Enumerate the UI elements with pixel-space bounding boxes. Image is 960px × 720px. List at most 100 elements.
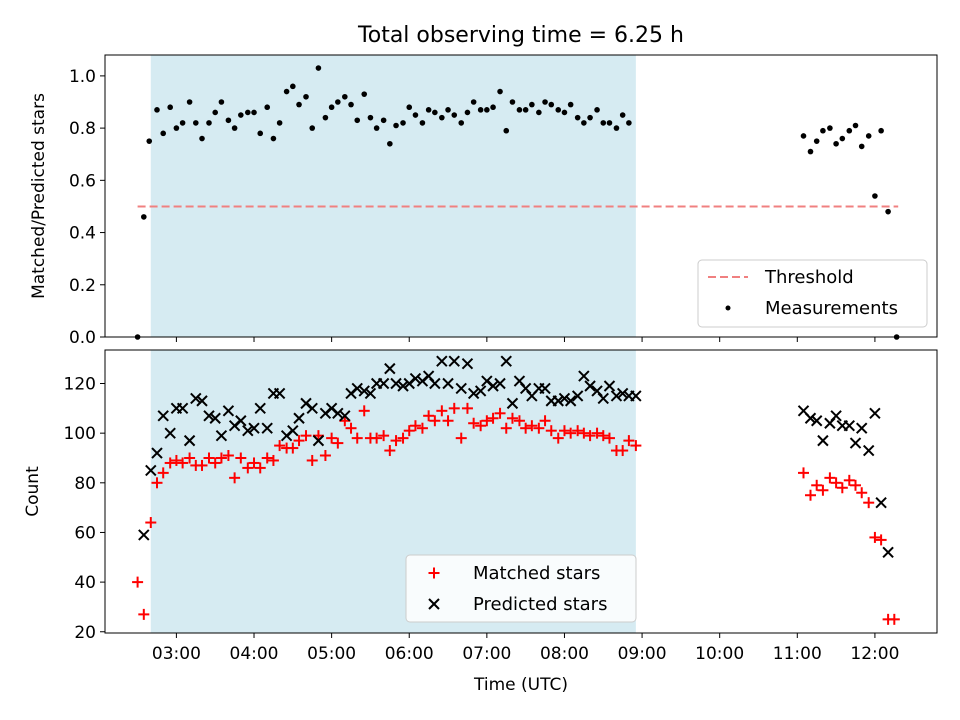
measurement-point xyxy=(160,130,167,137)
matched-star-point xyxy=(319,450,331,462)
predicted-star-point xyxy=(164,427,176,439)
matched-star-point xyxy=(300,430,312,442)
count-y-tick-label: 40 xyxy=(74,573,96,593)
matched-star-point xyxy=(248,457,260,469)
matched-star-point xyxy=(448,402,460,414)
ratio-y-tick-label: 0.0 xyxy=(69,328,96,348)
measurement-point xyxy=(303,93,309,100)
predicted-star-point xyxy=(875,496,887,509)
matched-star-point xyxy=(830,477,842,489)
measurement-point xyxy=(199,135,205,142)
predicted-star-point xyxy=(467,387,480,400)
predicted-star-point xyxy=(157,410,169,422)
predicted-star-point xyxy=(558,392,571,405)
matched-star-point xyxy=(856,487,868,499)
predicted-star-point xyxy=(209,412,221,424)
ratio-y-tick-label: 0.6 xyxy=(69,171,96,191)
matched-star-point xyxy=(584,430,596,442)
predicted-star-point xyxy=(500,355,512,367)
predicted-star-point xyxy=(261,422,273,434)
count-y-tick-label: 120 xyxy=(64,375,96,395)
matched-star-point xyxy=(455,432,467,444)
count-x-tick-label: 04:00 xyxy=(230,644,279,664)
measurement-point xyxy=(548,101,555,108)
measurement-point xyxy=(587,114,593,121)
predicted-star-point xyxy=(461,357,474,370)
count-legend-box xyxy=(405,554,637,623)
ratio-legend: Threshold Measurements xyxy=(697,259,928,328)
matched-star-point xyxy=(164,457,176,469)
matched-star-point xyxy=(332,437,344,449)
measurement-point xyxy=(276,120,283,126)
measurement-point xyxy=(264,104,271,111)
matched-star-point xyxy=(203,452,215,464)
measurement-point xyxy=(865,133,872,139)
measurement-point xyxy=(315,65,322,71)
measurement-point xyxy=(322,114,329,121)
matched-star-point xyxy=(836,482,848,494)
measurement-point xyxy=(833,140,839,147)
measurement-point xyxy=(212,109,219,116)
predicted-star-point xyxy=(176,402,189,415)
ratio-panel: 0.0 0.2 0.4 0.6 0.8 1.0 Total observing time … xyxy=(29,23,938,348)
measurement-point xyxy=(146,138,153,144)
predicted-star-point xyxy=(351,382,363,395)
measurement-point xyxy=(342,93,348,100)
matched-star-point xyxy=(494,407,506,419)
matched-star-point xyxy=(798,467,810,479)
measurement-point xyxy=(878,127,884,134)
matched-star-point xyxy=(468,417,480,429)
measurement-point xyxy=(839,135,846,142)
predicted-star-point xyxy=(377,377,390,390)
predicted-star-point xyxy=(384,362,396,375)
measurement-point xyxy=(529,101,535,108)
predicted-star-point xyxy=(287,424,299,437)
matched-star-point xyxy=(267,454,279,466)
measurement-point xyxy=(141,214,147,220)
count-legend: Matched stars Predicted stars xyxy=(405,554,637,623)
measurement-point xyxy=(328,104,335,111)
predicted-star-point xyxy=(306,402,318,415)
matched-star-point xyxy=(572,425,584,437)
matched-star-point xyxy=(345,422,357,434)
matched-star-point xyxy=(151,477,163,489)
matched-star-point xyxy=(145,517,157,529)
predicted-star-point xyxy=(273,387,286,400)
count-x-tick-label: 06:00 xyxy=(385,644,434,664)
matched-star-point xyxy=(423,410,435,422)
predicted-stars-points xyxy=(138,355,894,559)
legend-matched-label: Matched stars xyxy=(473,563,600,584)
matched-star-point xyxy=(552,432,564,444)
measurement-points xyxy=(134,65,900,340)
measurement-point xyxy=(536,109,542,116)
count-y-tick-label: 60 xyxy=(74,523,96,543)
ratio-y-tick-label: 0.2 xyxy=(69,276,96,296)
measurement-point xyxy=(626,120,632,126)
measurement-point xyxy=(257,130,264,137)
matched-star-point xyxy=(378,430,390,442)
matched-star-point xyxy=(533,422,545,434)
predicted-star-point xyxy=(597,392,609,405)
matched-star-point xyxy=(875,534,887,546)
matched-star-point xyxy=(617,445,629,457)
matched-star-point xyxy=(520,422,532,434)
predicted-star-point xyxy=(862,444,875,457)
matched-star-point xyxy=(196,459,208,471)
matched-star-point xyxy=(487,412,499,424)
measurement-point xyxy=(800,133,807,139)
measurement-point xyxy=(419,120,426,126)
measurement-point xyxy=(561,109,568,116)
legend-x-marker xyxy=(428,598,440,610)
predicted-star-point xyxy=(397,380,409,392)
matched-star-point xyxy=(506,412,518,424)
matched-star-point xyxy=(261,452,273,464)
matched-star-point xyxy=(811,479,823,491)
matched-star-point xyxy=(235,452,247,464)
matched-star-point xyxy=(403,425,415,437)
matched-star-point xyxy=(138,608,150,620)
measurement-point xyxy=(373,125,380,131)
measurement-point xyxy=(354,117,361,124)
predicted-star-point xyxy=(843,420,856,432)
measurement-point xyxy=(542,99,548,105)
